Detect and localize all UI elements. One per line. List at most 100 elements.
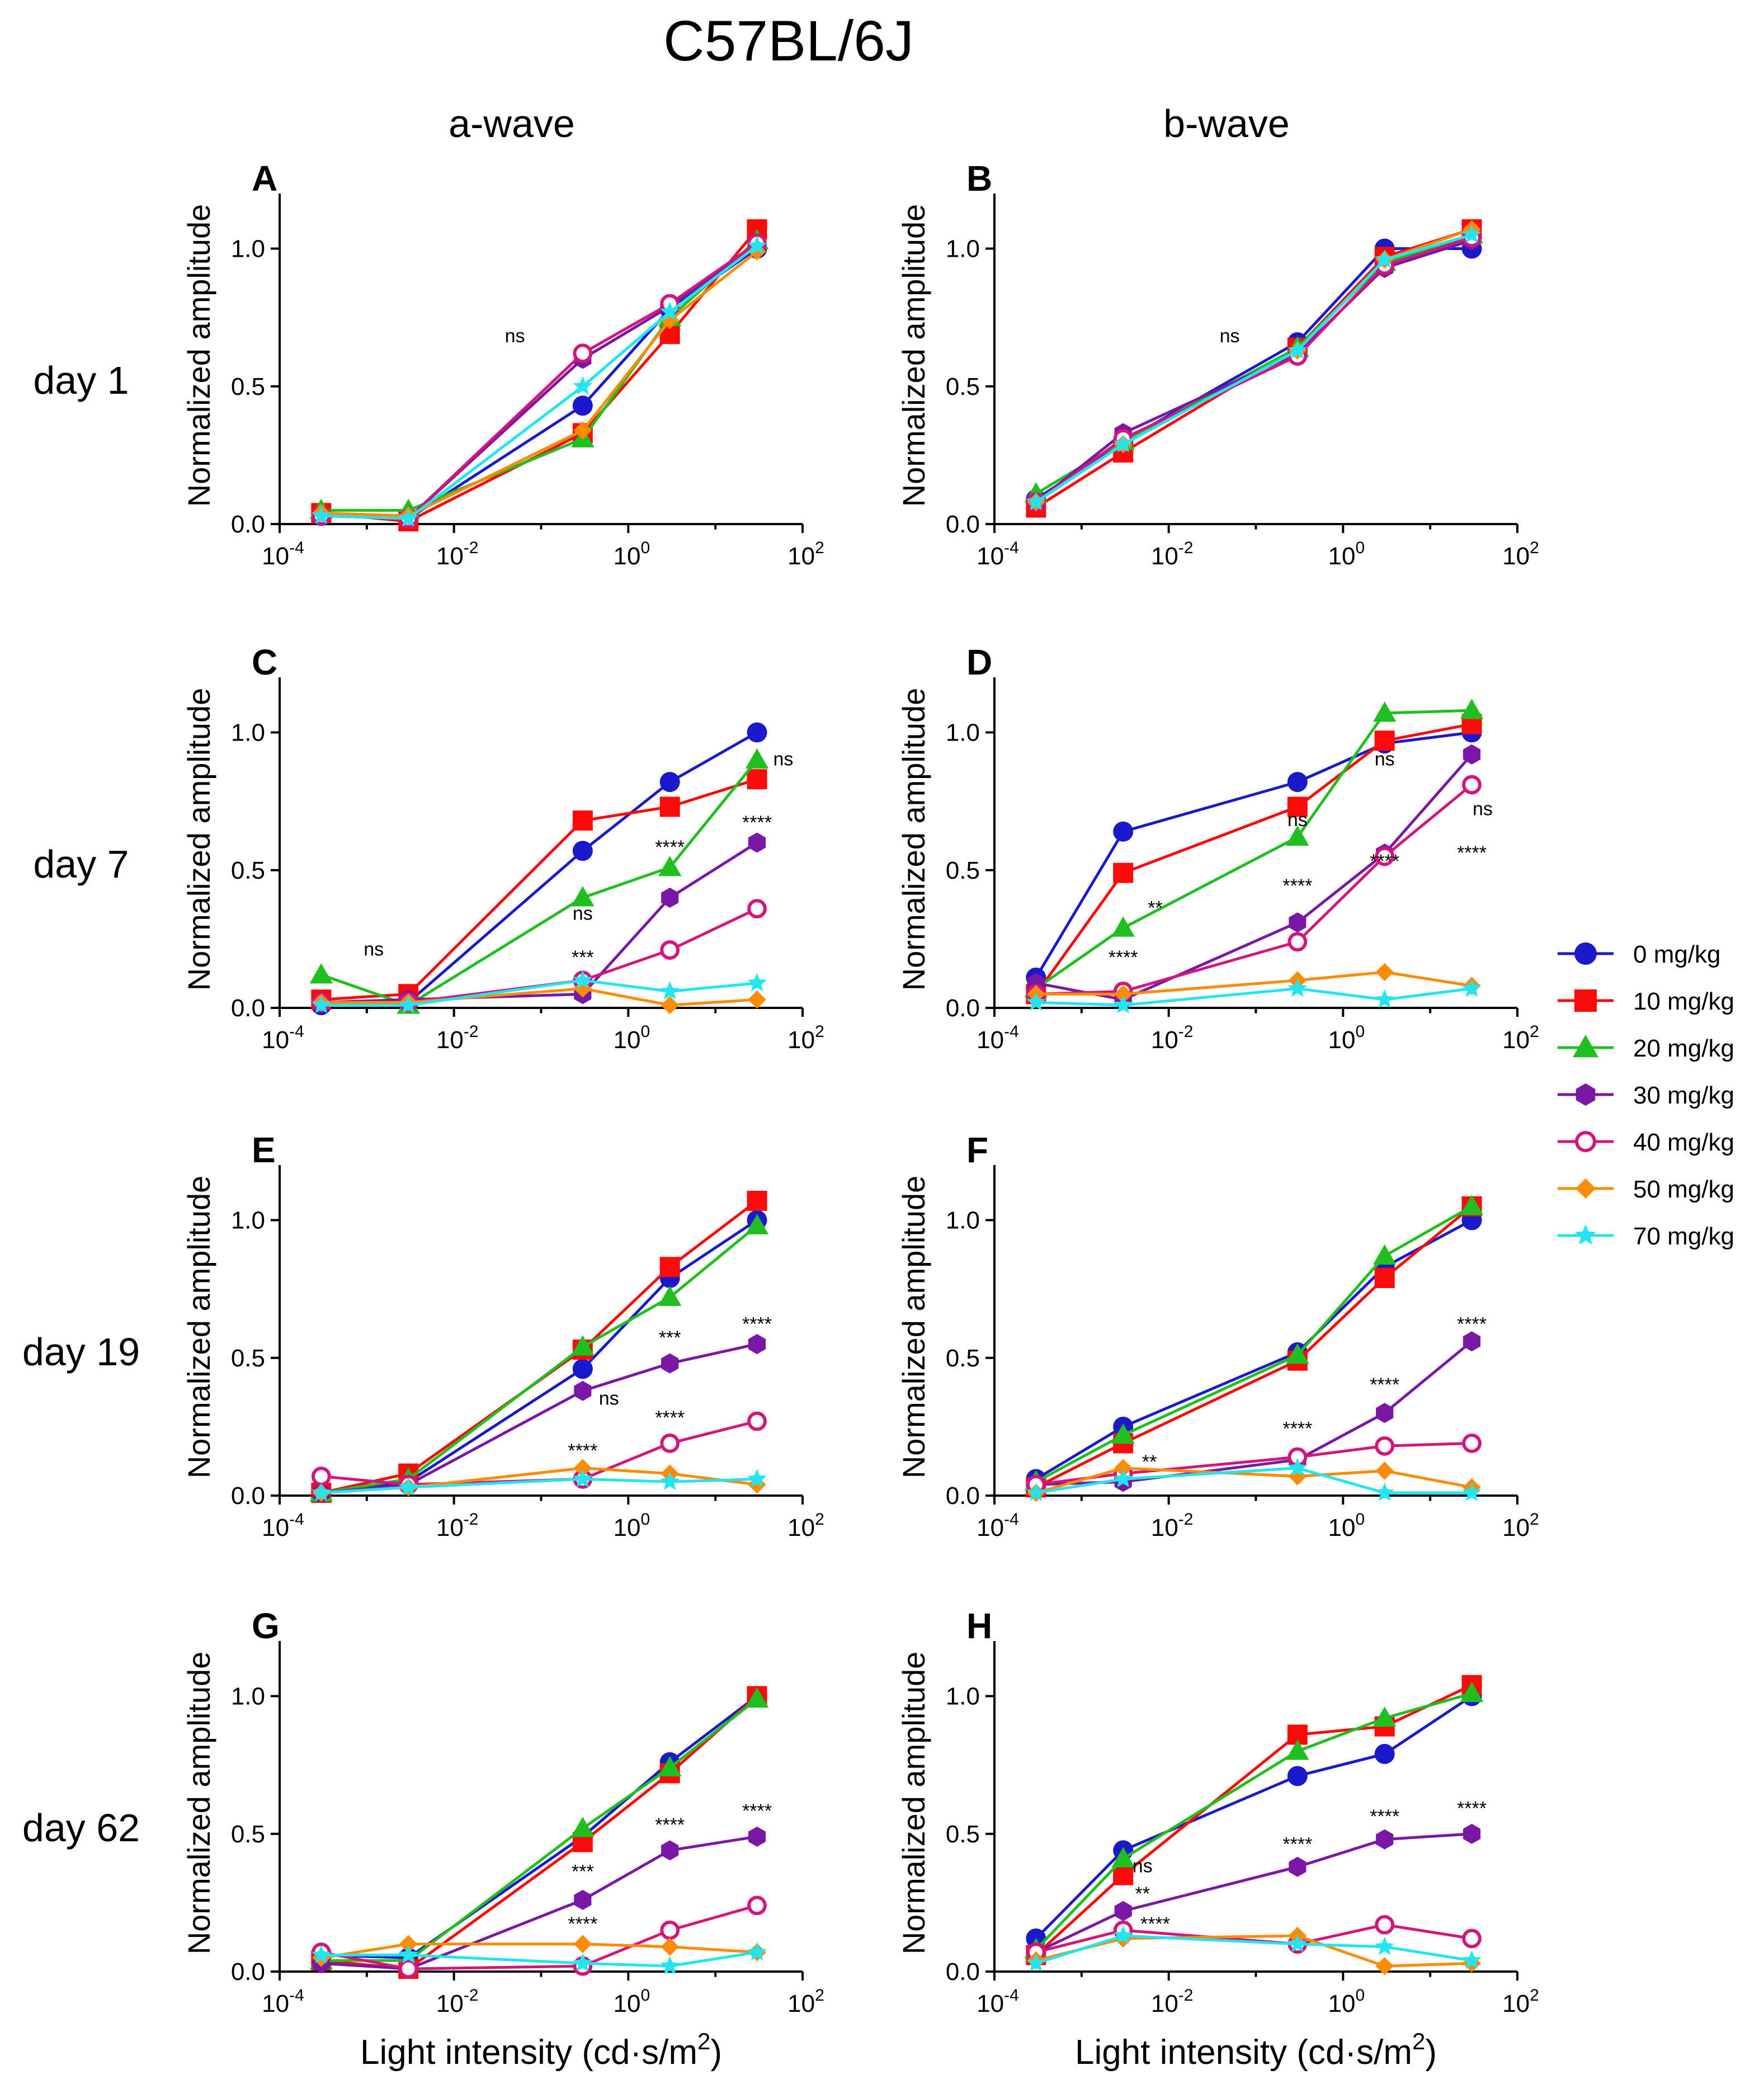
data-point <box>572 395 593 416</box>
data-point <box>1114 1459 1133 1477</box>
legend-marker <box>1574 942 1597 965</box>
data-point <box>398 1959 418 1979</box>
data-point <box>1114 434 1133 452</box>
x-tick-base: 10 <box>614 1514 641 1541</box>
significance-annotation: **** <box>1370 1374 1399 1395</box>
x-tick-base: 10 <box>262 1514 289 1541</box>
x-tick-label: 10-2 <box>1151 539 1194 570</box>
x-tick-exponent: -2 <box>1178 1022 1194 1041</box>
significance-annotation: ns <box>1375 749 1395 770</box>
data-point <box>1286 1343 1309 1364</box>
data-point <box>661 996 679 1015</box>
data-point <box>1026 492 1046 511</box>
series-line <box>1036 1340 1473 1486</box>
y-tick-label: 0.5 <box>231 373 265 400</box>
x-tick-base: 10 <box>1328 543 1356 570</box>
y-tick-label: 1.0 <box>946 719 980 747</box>
x-tick-label: 102 <box>787 539 824 570</box>
data-point <box>1462 775 1482 795</box>
data-point <box>1462 224 1482 243</box>
legend-item: 70 mg/kg <box>1558 1223 1734 1250</box>
data-point <box>399 995 418 1013</box>
data-point <box>573 970 592 989</box>
x-tick-exponent: 2 <box>1530 1986 1539 2005</box>
x-tick-base: 10 <box>262 1026 289 1054</box>
x-tick-label: 102 <box>1502 1986 1539 2017</box>
x-tick-label: 10-2 <box>1151 1986 1194 2017</box>
significance-annotation: ns <box>573 903 593 924</box>
row-label: day 7 <box>33 842 129 886</box>
significance-annotation: **** <box>1457 1314 1487 1335</box>
x-axis-label-close: ) <box>1425 2033 1437 2072</box>
row-label: day 19 <box>22 1330 140 1374</box>
data-point <box>573 343 593 364</box>
series-line <box>321 1342 758 1494</box>
y-tick-label: 0.5 <box>231 1345 265 1372</box>
column-titles: a-wave b-wave <box>449 102 1290 145</box>
significance-annotation: **** <box>568 1440 597 1461</box>
data-point <box>748 1334 766 1355</box>
data-point <box>1287 340 1307 359</box>
data-point <box>747 1411 767 1431</box>
x-tick-label: 10-4 <box>262 539 304 570</box>
legend-marker <box>1576 1178 1596 1199</box>
data-point <box>658 1285 682 1306</box>
x-tick-label: 10-2 <box>1151 1022 1194 1054</box>
y-tick-label: 1.0 <box>231 1683 265 1710</box>
data-point <box>1287 1934 1307 1953</box>
x-tick-exponent: -2 <box>464 539 479 557</box>
series-line <box>321 239 758 512</box>
panel-letter: H <box>966 1606 992 1646</box>
x-tick-label: 10-2 <box>436 539 479 570</box>
x-tick-base: 10 <box>1151 1514 1178 1541</box>
significance-annotation: **** <box>742 1800 772 1822</box>
series-0-mg-kg <box>311 1686 767 1968</box>
series-40-mg-kg <box>311 1896 767 1979</box>
data-point <box>399 508 418 527</box>
x-tick-label: 100 <box>614 1510 650 1541</box>
data-point <box>1462 1950 1482 1969</box>
data-point <box>1026 1483 1046 1501</box>
data-point <box>1375 249 1394 268</box>
data-point <box>1375 1915 1395 1935</box>
x-tick-label: 100 <box>614 539 650 570</box>
data-point <box>1113 1865 1134 1885</box>
data-point <box>1460 1195 1484 1215</box>
x-tick-base: 10 <box>1328 1990 1356 2017</box>
legend-item: 50 mg/kg <box>1558 1176 1734 1203</box>
data-point <box>1462 1483 1482 1501</box>
significance-annotation: **** <box>1457 842 1487 864</box>
y-axis-label: Normalized amplitude <box>896 1652 931 1955</box>
y-tick-label: 0.5 <box>946 1821 980 1848</box>
data-point <box>1114 1469 1133 1487</box>
series-30-mg-kg <box>312 1826 766 1979</box>
series-line <box>1035 1923 1472 1954</box>
significance-annotation: ns <box>505 326 525 347</box>
x-tick-base: 10 <box>787 1514 815 1541</box>
column-title: a-wave <box>449 102 575 145</box>
data-point <box>399 1945 418 1963</box>
x-tick-label: 100 <box>614 1986 650 2017</box>
x-tick-exponent: 0 <box>640 1986 650 2005</box>
x-tick-base: 10 <box>1328 1514 1356 1541</box>
series-line <box>321 841 758 1004</box>
y-axis-label: Normalized amplitude <box>896 688 931 991</box>
x-tick-base: 10 <box>1151 543 1178 570</box>
x-tick-base: 10 <box>787 1990 815 2017</box>
legend-label: 70 mg/kg <box>1633 1223 1734 1250</box>
data-point <box>312 1483 331 1501</box>
x-tick-exponent: -2 <box>464 1986 479 2005</box>
legend-label: 20 mg/kg <box>1633 1035 1734 1062</box>
x-tick-exponent: -4 <box>289 1510 304 1529</box>
y-axis-label: Normalized amplitude <box>896 1176 931 1479</box>
data-point <box>312 995 331 1013</box>
significance-annotation: **** <box>568 1913 597 1935</box>
x-axis-label-superscript: 2 <box>1412 2028 1425 2054</box>
data-point <box>1375 989 1394 1008</box>
x-tick-base: 10 <box>436 543 464 570</box>
